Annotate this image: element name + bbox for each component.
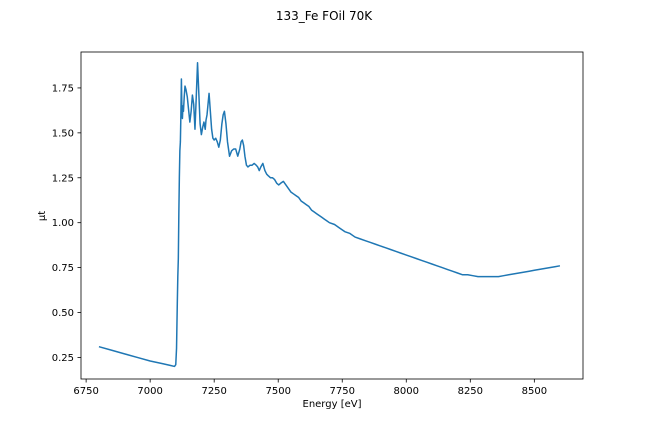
x-tick-label: 8500 <box>522 386 547 397</box>
x-axis-ticks: 6750 7000 7250 7500 7750 8000 8250 8500 <box>73 379 547 397</box>
y-tick-label: 1.25 <box>52 173 74 184</box>
y-tick-label: 0.50 <box>52 308 74 319</box>
y-axis-label: μt <box>37 211 48 221</box>
x-tick-label: 7500 <box>265 386 290 397</box>
x-tick-label: 7000 <box>137 386 162 397</box>
x-tick-label: 7750 <box>330 386 355 397</box>
y-tick-label: 1.00 <box>52 218 74 229</box>
x-tick-label: 7250 <box>201 386 226 397</box>
y-tick-label: 0.75 <box>52 263 74 274</box>
x-tick-label: 6750 <box>73 386 98 397</box>
series-line <box>98 62 561 368</box>
x-tick-label: 8250 <box>458 386 483 397</box>
x-axis-label: Energy [eV] <box>303 399 362 410</box>
plot-frame <box>80 51 584 380</box>
y-axis-ticks: 0.25 0.50 0.75 1.00 1.25 1.50 1.75 <box>52 83 81 364</box>
y-tick-label: 1.75 <box>52 83 74 94</box>
y-tick-label: 0.25 <box>52 353 74 364</box>
y-tick-label: 1.50 <box>52 128 74 139</box>
x-tick-label: 8000 <box>394 386 419 397</box>
chart-title: 133_Fe FOil 70K <box>276 9 373 23</box>
